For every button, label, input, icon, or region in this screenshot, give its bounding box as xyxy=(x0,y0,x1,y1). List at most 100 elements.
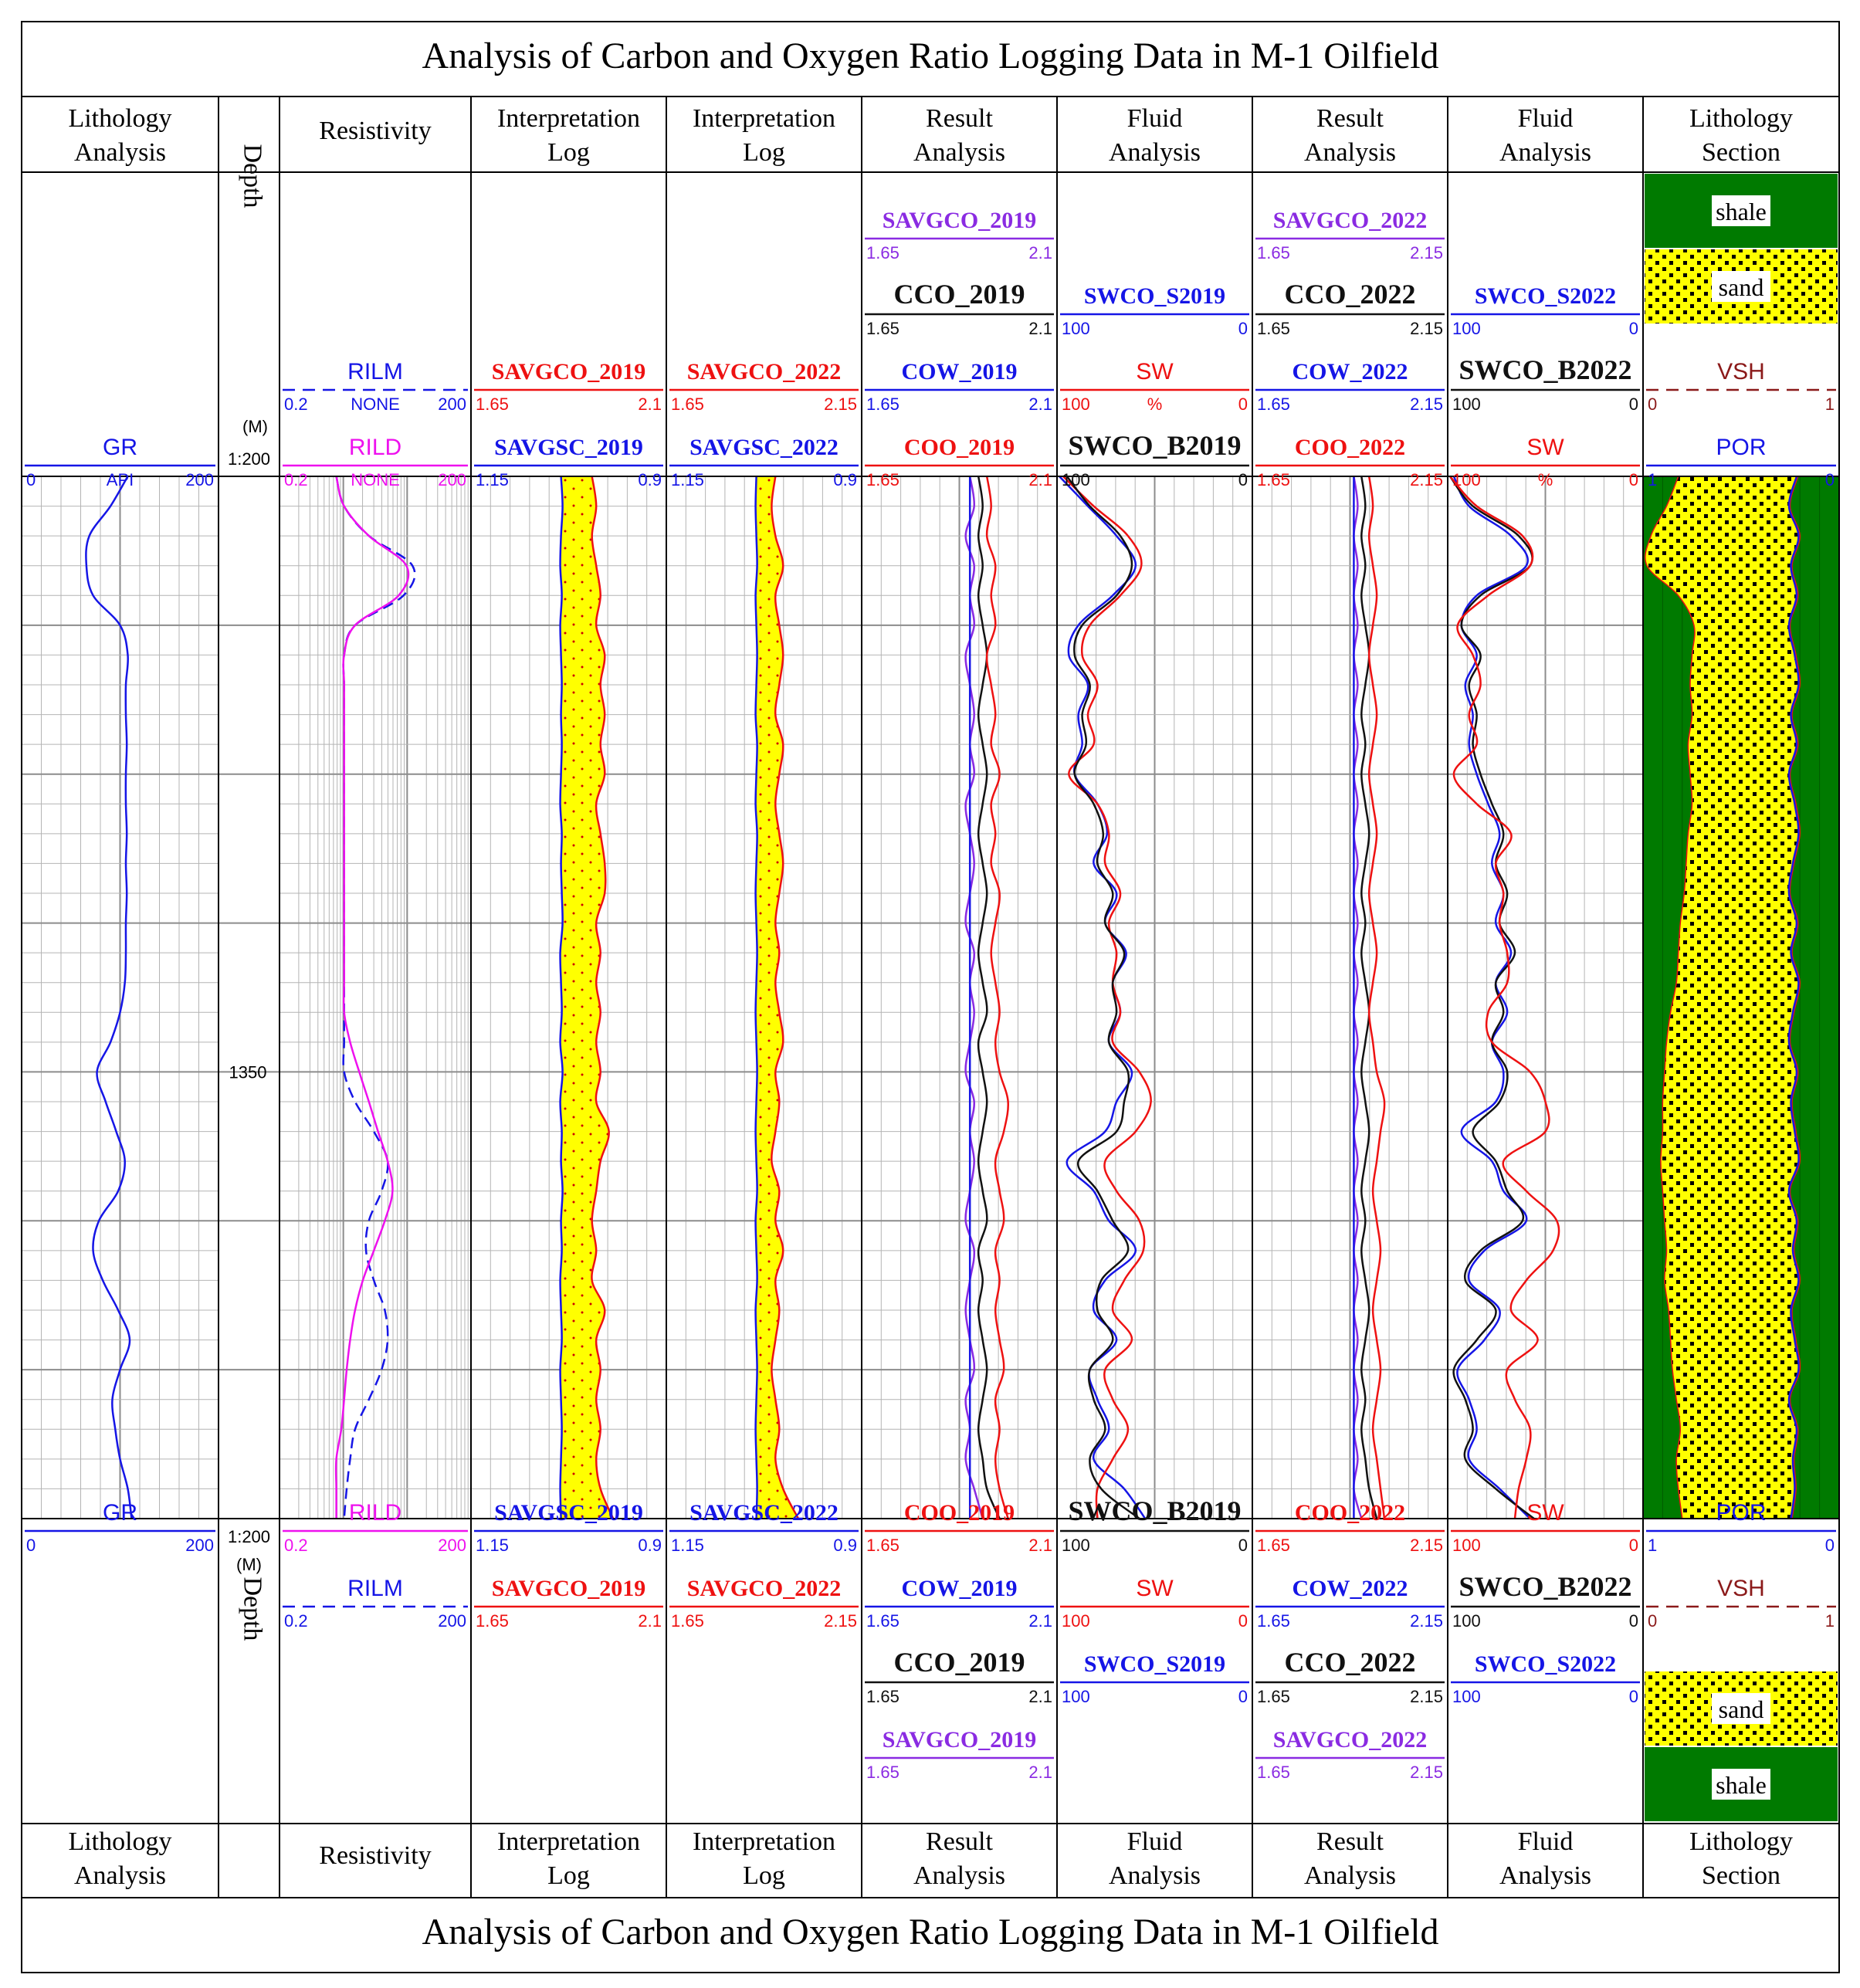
scale-min: 1.65 xyxy=(671,395,704,414)
scale-min: 0.2 xyxy=(284,470,308,489)
scale-max: 0 xyxy=(1629,319,1638,338)
scale-min: 1.65 xyxy=(1257,395,1290,414)
scale-min: 1.65 xyxy=(1257,1687,1290,1706)
track-title-bottom: Log xyxy=(547,1861,590,1890)
scale-max: 0 xyxy=(1629,1687,1638,1706)
curve-label-swco-b2022: SWCO_B2022 xyxy=(1459,1571,1631,1602)
curve-rild xyxy=(334,476,410,1519)
scale-min: 1.65 xyxy=(1257,1536,1290,1555)
scale-min: 100 xyxy=(1452,395,1481,414)
scale-min: 100 xyxy=(1452,319,1481,338)
legend-sand-label: sand xyxy=(1719,273,1764,301)
depth-axis-label: Depth xyxy=(239,144,267,208)
scale-min: 1.65 xyxy=(476,1611,509,1631)
scale-min: 100 xyxy=(1062,1536,1090,1555)
curve-label-sw: SW xyxy=(1136,1576,1174,1601)
scale-min: 1.65 xyxy=(866,1763,900,1782)
curve-swco-s2022 xyxy=(1452,476,1531,1519)
scale-max: 0 xyxy=(1238,470,1248,489)
curve-label-rild: RILD xyxy=(349,435,401,460)
curve-label-rild: RILD xyxy=(349,1500,401,1526)
track-title: Interpretation xyxy=(497,104,640,133)
scale-max: 2.15 xyxy=(1410,243,1443,262)
track-title: Lithology xyxy=(68,104,171,133)
scale-min: 1.65 xyxy=(866,319,900,338)
scale-max: 0.9 xyxy=(833,1536,857,1555)
curve-label-cow-2019: COW_2019 xyxy=(902,359,1018,384)
legend-label-bg xyxy=(1712,271,1770,302)
scale-max: 0 xyxy=(1825,1536,1835,1555)
track-title: Lithology xyxy=(1689,104,1793,133)
scale-max: 1 xyxy=(1825,1611,1835,1631)
scale-max: 200 xyxy=(438,1536,466,1555)
scale-min: 1.65 xyxy=(866,1687,900,1706)
scale-max: 2.15 xyxy=(1410,1536,1443,1555)
legend-label-bg xyxy=(1712,195,1770,226)
scale-max: 2.1 xyxy=(1028,1611,1052,1631)
track-title: Analysis xyxy=(913,138,1005,167)
scale-max: 200 xyxy=(438,1611,466,1631)
curve-label-coo-2022: COO_2022 xyxy=(1295,435,1405,460)
scale-max: 2.1 xyxy=(1028,395,1052,414)
scale-max: 0.9 xyxy=(638,470,662,489)
curve-sw xyxy=(1062,476,1152,1519)
track-title-bottom: Section xyxy=(1702,1861,1780,1890)
scale-min: 1.65 xyxy=(1257,243,1290,262)
curve-label-coo-2019: COO_2019 xyxy=(904,435,1015,460)
scale-min: 0.2 xyxy=(284,395,308,414)
scale-max: 200 xyxy=(438,395,466,414)
legend-label-bg xyxy=(1712,1769,1770,1800)
scale-min: 1.65 xyxy=(866,1536,900,1555)
scale-max: 0.9 xyxy=(638,1536,662,1555)
scale-max: 2.15 xyxy=(1410,470,1443,489)
depth-scale: 1:200 xyxy=(228,449,270,469)
curve-label-por: POR xyxy=(1716,1500,1766,1526)
scale-max: 2.15 xyxy=(1410,1687,1443,1706)
curve-cco-2022 xyxy=(1360,476,1378,1519)
track-title-bottom: Resistivity xyxy=(319,1841,431,1870)
curve-label-swco-s2019: SWCO_S2019 xyxy=(1084,1651,1225,1677)
scale-unit: % xyxy=(1538,470,1553,489)
track-title-bottom: Result xyxy=(926,1827,993,1856)
curve-label-swco-s2022: SWCO_S2022 xyxy=(1475,1651,1616,1677)
scale-max: 0 xyxy=(1629,1611,1638,1631)
legend-shale-label-bottom: shale xyxy=(1716,1771,1767,1799)
curve-gr xyxy=(85,476,133,1519)
scale-max: 2.15 xyxy=(1410,395,1443,414)
scale-max: 2.1 xyxy=(1028,1536,1052,1555)
curve-label-swco-b2022: SWCO_B2022 xyxy=(1459,354,1631,385)
curve-label-cco-2019: CCO_2019 xyxy=(894,279,1025,310)
scale-max: 0 xyxy=(1238,1687,1248,1706)
legend-shale-label: shale xyxy=(1716,198,1767,225)
track-title: Analysis xyxy=(74,138,166,167)
scale-min: 0 xyxy=(1648,1611,1657,1631)
curve-label-savgsc-2019: SAVGSC_2019 xyxy=(494,1500,643,1526)
curve-swco-b2019 xyxy=(1066,476,1140,1519)
scale-min: 1.65 xyxy=(1257,319,1290,338)
curve-label-savgco-2019: SAVGCO_2019 xyxy=(883,208,1036,233)
track-grid xyxy=(279,476,471,1519)
scale-max: 2.15 xyxy=(1410,1611,1443,1631)
track-grid xyxy=(862,476,1057,1519)
curve-label-gr: GR xyxy=(103,435,137,460)
scale-min: 100 xyxy=(1452,1536,1481,1555)
curve-coo-2022 xyxy=(1367,476,1386,1519)
track-title: Result xyxy=(926,104,993,133)
depth-axis-label-bottom: Depth xyxy=(239,1577,267,1641)
scale-min: 1.15 xyxy=(671,470,704,489)
track-title: Result xyxy=(1316,104,1384,133)
track-title-bottom: Analysis xyxy=(74,1861,166,1890)
scale-min: 100 xyxy=(1062,395,1090,414)
scale-min: 0.2 xyxy=(284,1536,308,1555)
track-grid xyxy=(1252,476,1448,1519)
scale-min: 1.15 xyxy=(476,470,509,489)
curve-label-savgco-2019: SAVGCO_2019 xyxy=(492,359,645,384)
scale-max: 1 xyxy=(1825,395,1835,414)
track-title-bottom: Analysis xyxy=(1304,1861,1396,1890)
scale-unit: NONE xyxy=(351,470,400,489)
scale-max: 0 xyxy=(1238,395,1248,414)
curve-label-swco-s2019: SWCO_S2019 xyxy=(1084,283,1225,309)
curve-label-swco-s2022: SWCO_S2022 xyxy=(1475,283,1616,309)
track-title: Log xyxy=(743,138,785,167)
curve-label-cow-2022: COW_2022 xyxy=(1293,1576,1408,1601)
